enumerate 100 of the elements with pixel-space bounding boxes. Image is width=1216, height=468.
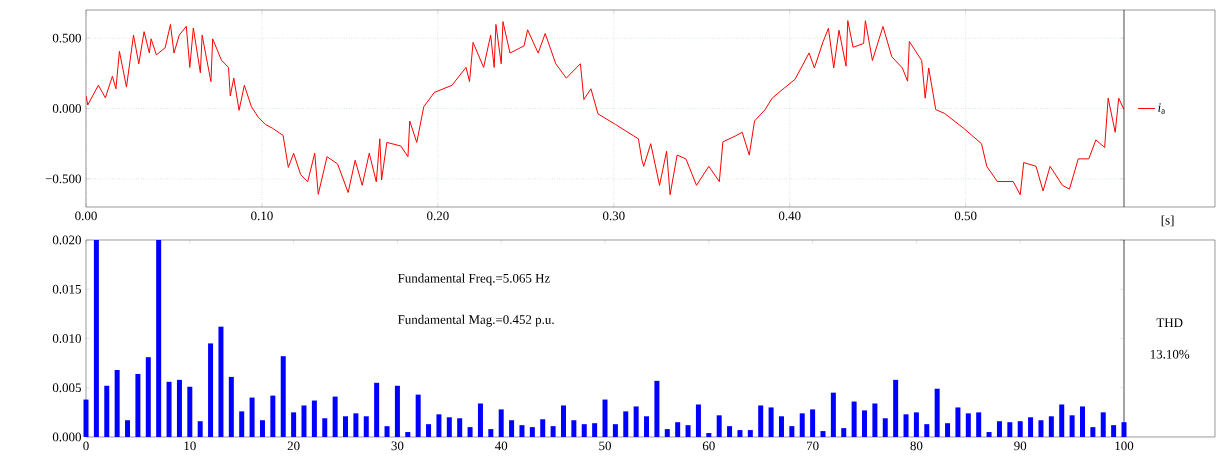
bar [1079,406,1085,437]
bar [550,426,556,437]
bar [986,432,992,437]
bar [104,385,110,437]
bar [187,386,193,437]
bar [1048,416,1054,437]
y-tick-label: 0.500 [52,33,81,43]
x-tick-label: 0.10 [251,211,273,221]
bar [560,405,566,437]
bar [114,370,120,437]
bar [996,421,1002,437]
bar [768,407,774,437]
bar [280,356,286,437]
bar [571,420,577,437]
bar [1121,422,1127,437]
text: 13.10% [1150,349,1190,359]
bar [612,424,618,437]
x-tick-label: 90 [1014,441,1027,451]
bar [228,376,234,437]
bar [1090,427,1096,437]
y-tick-label: 0.000 [52,432,81,442]
bar [695,404,701,437]
bar [145,357,151,437]
bar [446,417,452,437]
bar [799,413,805,437]
bar [457,418,463,437]
bar [862,410,868,437]
x-tick-label: 50 [599,441,611,451]
bar [83,399,89,437]
x-tick-label: 0.30 [602,211,625,221]
bar [737,430,743,437]
x-tick-label: 0 [83,441,89,451]
bar [353,413,359,437]
bar [841,428,847,437]
text: THD [1156,318,1183,327]
bar [415,394,421,437]
bar [363,416,369,437]
bar [509,420,515,437]
bar [664,429,670,437]
bar [1069,415,1075,437]
x-tick-label: 20 [287,441,300,451]
bar [633,406,639,437]
bar [467,427,473,437]
bar [166,381,172,437]
x-tick-label: 70 [806,441,819,451]
y-tick-label: 0.000 [52,104,81,113]
y-tick-label: 0.020 [52,235,81,245]
bar [1100,412,1106,437]
bar [259,420,265,437]
bar [1038,420,1044,437]
bar [322,418,328,437]
bar [727,426,733,437]
bar [374,382,380,437]
bar [519,425,525,437]
bar [477,403,483,437]
bar [1007,422,1013,437]
bar [976,412,982,437]
bar [602,399,608,437]
bar [654,380,660,437]
bar [789,426,795,437]
bar [540,419,546,437]
bar [93,239,99,437]
bar [488,429,494,437]
bar [778,416,784,437]
bar [426,424,432,437]
legend-label: i$_{a}$ [1158,103,1166,114]
x-tick-label: 40 [494,441,508,451]
bar [343,416,349,437]
bar [135,373,141,437]
bar [903,414,909,437]
bar [249,397,255,437]
bar [893,379,899,437]
bar [581,424,587,437]
bar [945,423,951,437]
bar [810,409,816,437]
bar [384,426,390,437]
bar [1059,404,1065,437]
bar [758,405,764,437]
bar [239,411,245,437]
bar [913,412,919,437]
bar [924,424,930,437]
line-series [86,20,1124,196]
bar [156,239,162,437]
bar [197,421,203,437]
bar [311,400,317,437]
bar [965,413,971,437]
bar [270,395,276,437]
y-tick-label: 0.005 [52,383,81,393]
bar [706,433,712,437]
bar [592,423,598,437]
x-tick-label: 30 [391,441,404,451]
annotation: Fundamental Mag.=0.452 p.u. [397,314,554,327]
bar [820,431,826,437]
bar [830,392,836,437]
bar [716,415,722,437]
bar [436,414,442,437]
x-tick-label: 60 [702,441,715,451]
bar [644,416,650,437]
bar [394,385,400,437]
bar [498,409,504,437]
